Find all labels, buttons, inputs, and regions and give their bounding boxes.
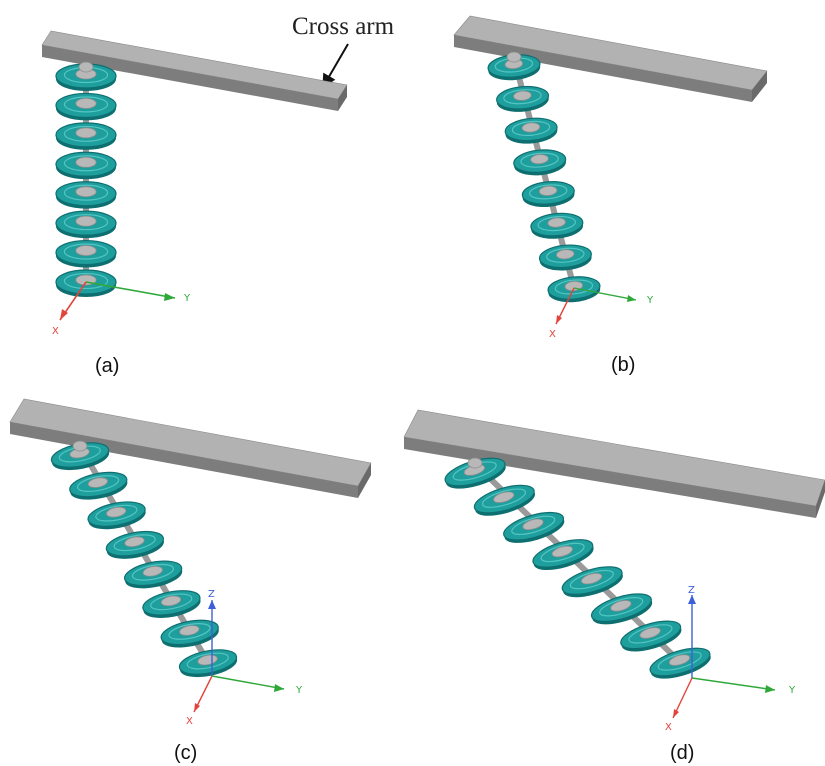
panel-d-z-axis-arrow [688,595,696,604]
panel-d-x-axis-label: X [665,722,672,733]
panel-c-cross-arm [9,398,372,498]
panel-b-insulator-string-disc [521,181,575,208]
panel-a-insulator-string-disc [55,151,117,180]
panel-b-y-axis-line [573,287,637,301]
panel-b-axes: Y X [549,287,654,340]
panel-a-x-axis-label: X [52,326,59,337]
panel-c-insulator-string-disc [124,560,183,589]
panel-a-cross-arm [41,30,348,111]
cross-arm-callout: Cross arm [292,13,395,89]
panel-a: Y X (a) [41,30,348,377]
panel-d-y-axis-label: Y [788,685,796,696]
panel-c-insulator-string-disc [160,619,219,648]
panel-a-insulator-string [55,61,117,297]
panel-d-y-axis-arrow [765,685,775,693]
panel-c-axes: Z Y X [186,589,303,727]
panel-c-insulator-string-disc [87,501,146,530]
panel-b-x-axis-arrow [556,315,562,324]
panel-c-x-axis-label: X [186,716,193,727]
panel-b-y-axis-arrow [627,295,636,302]
panel-b: Y X (b) [453,15,768,376]
panel-c-insulator-string-disc [69,471,128,500]
panel-c-insulator-string [50,440,238,678]
panel-d: Z Y X (d) [403,409,825,764]
panel-b-x-axis-label: X [549,329,556,340]
cross-arm-callout-label: Cross arm [292,13,395,40]
panel-b-insulator-string-disc [530,212,584,239]
panel-b-insulator-string-connector [506,51,522,63]
panel-d-x-axis-arrow [673,709,679,718]
panel-a-insulator-string-disc [55,239,117,268]
panel-d-cross-arm [403,409,825,518]
panel-a-insulator-string-disc [55,181,117,209]
panel-a-insulator-string-connector [78,61,94,73]
panel-c-insulator-string-disc [105,530,164,559]
panel-b-y-axis-label: Y [646,295,654,306]
panel-c-insulator-string-disc [178,649,238,678]
panel-b-insulator-string-disc [513,149,567,176]
panel-b-label: (b) [611,354,635,376]
panel-d-insulator-string-disc [473,484,536,516]
panel-a-insulator-string-disc [55,269,117,297]
panel-a-insulator-string-disc [55,63,117,91]
panel-a-y-axis-line [85,281,176,299]
panel-a-insulator-string-disc [55,92,117,121]
panel-a-insulator-string-disc [55,210,117,239]
panel-d-z-axis-label: Z [688,585,695,596]
panel-a-y-axis-arrow [164,293,175,301]
panel-d-insulator-string-disc [590,593,653,625]
panel-b-insulator-string-disc [538,244,592,271]
panel-c-y-axis-label: Y [295,685,303,696]
panel-c-y-axis-arrow [274,684,284,692]
panel-d-insulator-string-disc [532,539,594,571]
panel-d-insulator-string-connector [467,457,483,469]
panel-b-insulator-string-disc [504,117,558,144]
panel-b-insulator-string-disc [547,276,601,303]
panel-a-y-axis-label: Y [183,293,191,304]
panel-d-insulator-string-disc [444,457,506,489]
panel-d-label: (d) [670,742,694,764]
panel-c-x-axis-arrow [194,703,200,712]
panel-a-x-axis-arrow [60,309,68,320]
panel-a-insulator-string-disc [55,122,117,150]
panel-a-axes: Y X [52,281,191,337]
panel-c-insulator-string-disc [50,442,110,471]
panel-c-z-axis-arrow [208,600,216,609]
panel-d-insulator-string-disc [503,511,565,543]
panel-b-insulator-string [487,51,601,303]
panel-d-insulator-string-disc [620,620,682,652]
panel-d-insulator-string-disc [649,647,711,679]
panel-c-insulator-string-disc [142,590,201,618]
panel-d-insulator-string [444,457,711,679]
panel-c-y-axis-line [211,675,285,690]
panel-c-z-axis-label: Z [208,589,215,600]
panel-c: Z Y X (c) [9,398,372,764]
callout-arrow-icon [322,43,349,89]
panel-c-insulator-string-connector [72,440,88,452]
panel-d-axes: Z Y X [665,585,796,733]
panel-d-insulator-string-disc [561,566,623,598]
panel-d-y-axis-line [691,677,776,691]
panel-a-label: (a) [95,355,119,377]
panel-b-cross-arm [453,15,768,102]
panel-b-insulator-string-disc [496,85,550,112]
panel-c-label: (c) [174,742,197,764]
